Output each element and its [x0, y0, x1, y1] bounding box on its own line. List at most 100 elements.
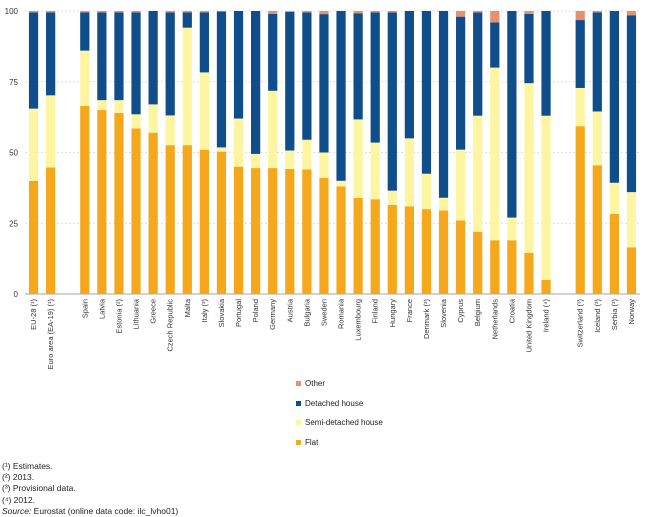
- bar-segment-detached-house: [233, 11, 244, 119]
- bar-segment-flat: [216, 151, 227, 294]
- bar-segment-detached-house: [285, 11, 295, 151]
- x-tick-label: Finland: [371, 299, 380, 324]
- bar-segment-semi-detached-house: [524, 83, 534, 253]
- bar-segment-detached-house: [626, 15, 637, 193]
- x-tick-label: Norway: [627, 299, 636, 325]
- legend-item-other: Other: [296, 374, 383, 394]
- bar-segment-other: [268, 11, 278, 14]
- bar-segment-semi-detached-house: [182, 27, 192, 146]
- bar-segment-flat: [421, 209, 432, 294]
- bar-segment-semi-detached-house: [319, 152, 329, 178]
- bar-segment-flat: [148, 132, 158, 294]
- bar-segment-flat: [268, 168, 278, 294]
- bar-segment-semi-detached-house: [216, 147, 227, 152]
- bar-segment-flat: [302, 169, 312, 294]
- bar-segment-detached-house: [438, 11, 449, 198]
- x-tick-label: Denmark (³): [422, 299, 431, 340]
- bar-segment-semi-detached-house: [336, 180, 346, 187]
- bar-segment-other: [302, 11, 312, 13]
- bar-segment-detached-house: [114, 12, 124, 101]
- legend-label-detached-house: Detached house: [305, 398, 364, 408]
- bar-segment-other: [28, 11, 39, 13]
- bar-segment-semi-detached-house: [251, 153, 261, 169]
- bar-segment-detached-house: [319, 14, 329, 153]
- bar-segment-flat: [80, 105, 90, 295]
- bar-segment-semi-detached-house: [353, 119, 363, 198]
- bar-segment-detached-house: [336, 11, 346, 181]
- x-tick-label: Slovakia: [217, 298, 226, 327]
- bar-segment-semi-detached-house: [97, 100, 107, 111]
- bar-segment-detached-house: [592, 12, 602, 112]
- bar-segment-detached-house: [46, 12, 56, 96]
- bar-segment-semi-detached-house: [80, 50, 90, 106]
- bar-segment-flat: [233, 166, 244, 294]
- bar-segment-other: [473, 11, 483, 13]
- bar-segment-semi-detached-house: [199, 72, 209, 150]
- bar-segment-semi-detached-house: [285, 150, 295, 169]
- bar-segment-flat: [626, 247, 637, 294]
- bar-segment-flat: [387, 204, 397, 294]
- bar-segment-semi-detached-house: [370, 142, 380, 200]
- bar-segment-other: [490, 11, 500, 23]
- x-tick-label: Croatia: [507, 298, 516, 323]
- bar-segment-flat: [46, 167, 56, 294]
- x-tick-label: United Kingdom: [524, 299, 533, 352]
- bar-segment-detached-house: [490, 22, 500, 68]
- y-tick-label: 75: [9, 78, 18, 87]
- bar-segment-flat: [165, 145, 175, 294]
- bar-segment-detached-house: [524, 13, 534, 84]
- bar-segment-semi-detached-house: [421, 173, 432, 210]
- legend-label-other: Other: [305, 379, 326, 389]
- bar-segment-other: [456, 11, 466, 17]
- legend-label-flat: Flat: [305, 437, 319, 447]
- bar-segment-detached-house: [456, 16, 466, 150]
- bar-segment-flat: [114, 112, 124, 294]
- footnote-4: (⁴) 2012.: [2, 494, 35, 505]
- bar-segment-detached-house: [199, 12, 209, 73]
- bar-segment-semi-detached-house: [302, 139, 312, 170]
- bar-segment-flat: [319, 177, 329, 294]
- x-tick-label: Estonia (²): [114, 298, 123, 333]
- bar-segment-semi-detached-house: [148, 104, 158, 133]
- x-tick-label: Cyprus: [456, 299, 465, 323]
- bar-segment-semi-detached-house: [46, 95, 56, 168]
- bar-segment-flat: [490, 240, 500, 294]
- bar-segment-semi-detached-house: [114, 100, 124, 113]
- bar-segment-flat: [199, 149, 209, 294]
- bar-segment-other: [524, 11, 534, 14]
- x-tick-label: France: [405, 299, 414, 322]
- bar-segment-other: [46, 11, 56, 13]
- bar-segment-detached-house: [182, 12, 192, 28]
- footnote-1: (¹) Estimates.: [2, 461, 53, 471]
- bar-segment-detached-house: [353, 13, 363, 120]
- x-tick-label: Germany: [268, 299, 277, 330]
- bar-segment-detached-house: [165, 12, 175, 116]
- bar-segment-detached-house: [28, 12, 39, 109]
- bar-segment-semi-detached-house: [268, 90, 278, 169]
- bar-segment-flat: [575, 126, 585, 294]
- bar-segment-detached-house: [387, 12, 397, 191]
- bar-segment-semi-detached-house: [404, 138, 414, 207]
- bar-segment-detached-house: [302, 12, 312, 140]
- x-tick-label: Euro area (EA-19) (¹): [46, 298, 55, 369]
- bar-segment-flat: [541, 279, 551, 294]
- bar-segment-other: [575, 11, 585, 21]
- x-tick-label: EU-28 (¹): [29, 299, 38, 330]
- bar-segment-semi-detached-house: [473, 115, 483, 232]
- bar-segment-detached-house: [541, 11, 551, 116]
- bar-segment-semi-detached-house: [131, 114, 141, 129]
- bar-segment-flat: [456, 220, 466, 294]
- bar-segment-semi-detached-house: [575, 87, 585, 127]
- bar-segment-flat: [507, 240, 517, 294]
- bar-segment-detached-house: [216, 11, 227, 148]
- bar-segment-semi-detached-house: [28, 108, 39, 181]
- bar-segment-flat: [609, 213, 619, 294]
- x-tick-label: Iceland (³): [593, 299, 602, 333]
- bar-segment-other: [216, 11, 227, 12]
- bar-segment-other: [592, 11, 602, 13]
- bar-segment-other: [165, 11, 175, 13]
- bar-segment-flat: [251, 168, 261, 294]
- footnote-3: (³) Provisional data.: [2, 483, 76, 494]
- x-tick-label: Latvia: [97, 298, 106, 319]
- bar-segment-detached-house: [575, 20, 585, 88]
